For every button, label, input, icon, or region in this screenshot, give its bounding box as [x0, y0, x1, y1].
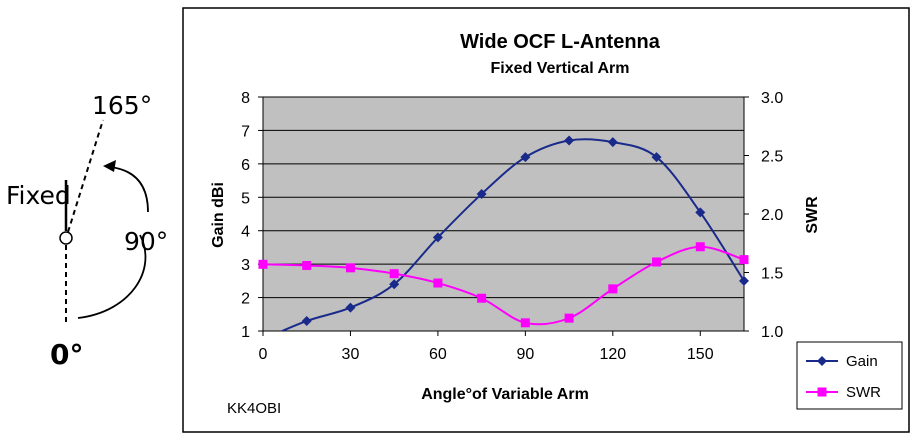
swr-point: [695, 242, 705, 252]
swr-point: [739, 255, 749, 265]
swr-point: [520, 318, 530, 328]
y2-tick-label: 3.0: [761, 90, 783, 107]
swr-point: [564, 313, 574, 323]
series-layer: [258, 135, 749, 331]
gain-point: [476, 188, 487, 199]
y-tick-label: 1: [241, 324, 250, 341]
swr-point: [389, 269, 399, 279]
gain-point: [432, 232, 443, 243]
y-tick-label: 6: [241, 157, 250, 174]
y-tick-label: 2: [241, 291, 250, 308]
gain-point: [651, 152, 662, 163]
y2-tick-label: 1.0: [761, 324, 783, 341]
legend-label-gain: Gain: [846, 353, 878, 370]
y-tick-label: 4: [241, 224, 250, 241]
label-165-degrees: 165°: [92, 91, 152, 120]
swr-point: [608, 284, 618, 294]
credit-text: KK4OBI: [227, 400, 281, 417]
label-fixed: Fixed: [6, 181, 71, 210]
x-tick-label: 60: [429, 346, 447, 363]
y2-tick-label: 1.5: [761, 266, 783, 283]
x-tick-label: 30: [342, 346, 360, 363]
legend-label-swr: SWR: [846, 384, 881, 401]
swr-point: [258, 259, 268, 269]
legend-diamond-icon: [817, 356, 827, 366]
gain-point: [695, 207, 706, 218]
swr-point: [477, 293, 487, 303]
label-90-degrees: 90°: [124, 227, 168, 256]
sweep-arc-lower: [77, 234, 147, 319]
y-axis-label: Gain dBi: [210, 182, 227, 248]
gain-point: [389, 279, 400, 290]
legend-square-icon: [817, 387, 827, 397]
legend-box: [796, 341, 903, 410]
x-axis-label: Angle°of Variable Arm: [421, 386, 589, 403]
plot-area: [263, 97, 744, 331]
chart-title: Wide OCF L-Antenna: [460, 31, 661, 53]
x-tick-label: 150: [687, 346, 714, 363]
gain-point: [607, 137, 618, 148]
swr-point: [345, 263, 355, 273]
swr-point: [433, 278, 443, 288]
feed-point-circle: [59, 231, 73, 245]
axis-ticks: 1 2 3 4 5 6 7 8 1.0 1.5 2.0 2.5 3.0 0 30 60 90 120 150: [241, 90, 783, 363]
swr-point: [302, 260, 312, 270]
orientation-sketch: Fixed 165° 90° 0°: [6, 91, 168, 371]
legend: Gain SWR: [796, 341, 903, 410]
gain-point: [345, 302, 356, 313]
y2-tick-label: 2.0: [761, 207, 783, 224]
y2-tick-label: 2.5: [761, 149, 783, 166]
y2-axis-label: SWR: [804, 196, 821, 234]
label-0-degrees: 0°: [50, 338, 83, 371]
sweep-arc-upper: [109, 166, 149, 213]
y-tick-label: 7: [241, 123, 250, 140]
gain-point: [301, 315, 312, 326]
grid-lines: [263, 96, 744, 332]
y-tick-label: 5: [241, 190, 250, 207]
165-degree-dashed-line: [67, 119, 104, 233]
swr-point: [652, 257, 662, 267]
y-tick-label: 8: [241, 90, 250, 107]
y-tick-label: 3: [241, 257, 250, 274]
gain-point: [739, 275, 749, 286]
chart-subtitle: Fixed Vertical Arm: [490, 60, 629, 77]
x-tick-label: 0: [259, 346, 268, 363]
gain-point: [520, 152, 531, 163]
x-tick-label: 90: [516, 346, 534, 363]
arrow-head-icon: [103, 160, 116, 172]
gain-point: [564, 135, 575, 146]
x-tick-label: 120: [599, 346, 626, 363]
